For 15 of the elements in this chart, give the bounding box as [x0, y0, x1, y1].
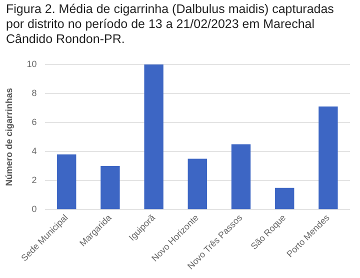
y-tick-label: 10 — [26, 58, 37, 69]
bar — [188, 158, 207, 210]
y-tick-label: 6 — [32, 116, 37, 127]
y-axis-title: Número de cigarrinhas — [4, 88, 14, 186]
y-tick-label: 0 — [32, 204, 37, 214]
chart-title: Figura 2. Média de cigarrinha (Dalbulus maidis) capturadas por distrito no período de 13 a 21/02/2023 em Marechal Cândido Rondon-PR. — [5, 1, 335, 47]
bar — [231, 144, 251, 210]
y-tick-label: 8 — [32, 88, 37, 98]
bar — [318, 106, 338, 210]
bar — [144, 64, 164, 210]
y-tick-label: 4 — [32, 146, 37, 156]
bar — [57, 154, 76, 210]
bar — [100, 166, 120, 210]
y-tick-label: 2 — [32, 175, 37, 186]
bar — [275, 188, 294, 210]
